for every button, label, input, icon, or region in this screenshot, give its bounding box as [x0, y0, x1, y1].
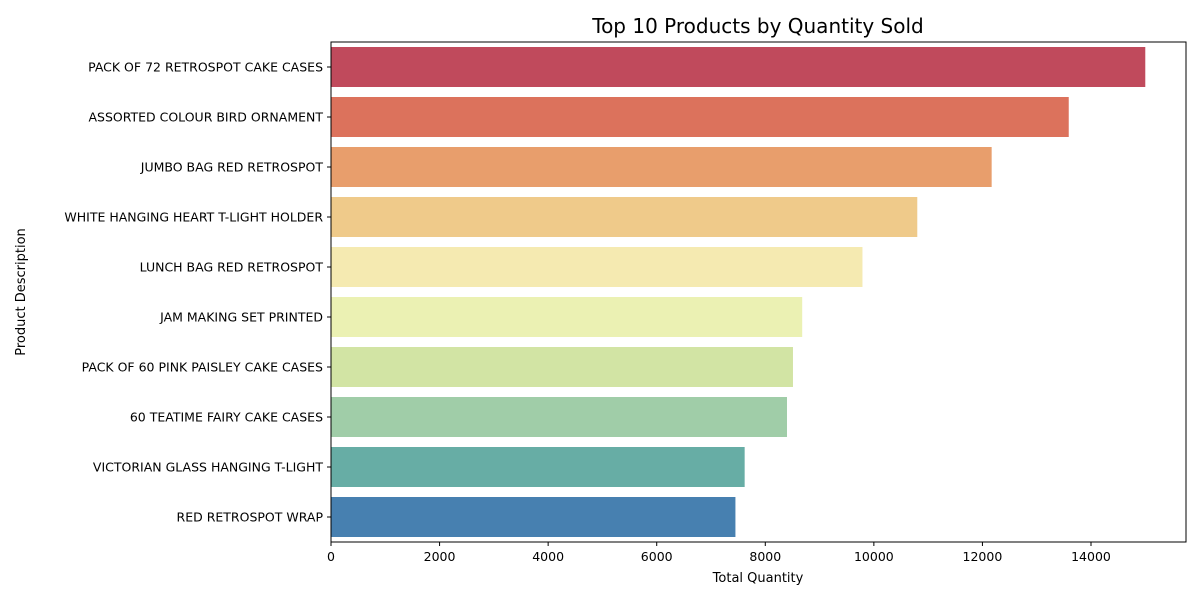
bar [331, 497, 736, 537]
x-tick-label: 10000 [854, 549, 894, 564]
bar [331, 447, 745, 487]
bar [331, 97, 1069, 137]
bar [331, 197, 918, 237]
bar [331, 297, 803, 337]
y-tick-label: PACK OF 72 RETROSPOT CAKE CASES [88, 60, 323, 75]
plot-frame [330, 41, 1187, 543]
y-axis-ticks: PACK OF 72 RETROSPOT CAKE CASES ASSORTED … [64, 60, 331, 525]
x-tick-label: 2000 [424, 549, 456, 564]
x-tick-label: 0 [327, 549, 335, 564]
x-tick-label: 8000 [749, 549, 781, 564]
y-tick-label: JUMBO BAG RED RETROSPOT [140, 160, 324, 175]
bars-group [331, 47, 1146, 537]
x-tick-label: 6000 [641, 549, 673, 564]
y-tick-label: JAM MAKING SET PRINTED [159, 310, 323, 325]
y-tick-label: ASSORTED COLOUR BIRD ORNAMENT [88, 110, 323, 125]
y-tick-label: 60 TEATIME FAIRY CAKE CASES [130, 410, 323, 425]
x-axis-ticks: 0 2000 4000 6000 8000 10000 12000 14000 [327, 542, 1111, 564]
bar [331, 247, 863, 287]
bar [331, 47, 1146, 87]
y-tick-label: PACK OF 60 PINK PAISLEY CAKE CASES [82, 360, 323, 375]
chart-title: Top 10 Products by Quantity Sold [591, 14, 923, 38]
bar [331, 347, 793, 387]
bar [331, 147, 992, 187]
y-tick-label: RED RETROSPOT WRAP [177, 510, 324, 525]
x-tick-label: 14000 [1071, 549, 1111, 564]
y-axis-label: Product Description [14, 228, 29, 356]
y-tick-label: VICTORIAN GLASS HANGING T-LIGHT [93, 460, 323, 475]
bar [331, 397, 787, 437]
x-tick-label: 4000 [532, 549, 564, 564]
x-tick-label: 12000 [963, 549, 1003, 564]
x-axis-label: Total Quantity [712, 571, 804, 586]
y-tick-label: LUNCH BAG RED RETROSPOT [140, 260, 324, 275]
y-tick-label: WHITE HANGING HEART T-LIGHT HOLDER [64, 210, 323, 225]
